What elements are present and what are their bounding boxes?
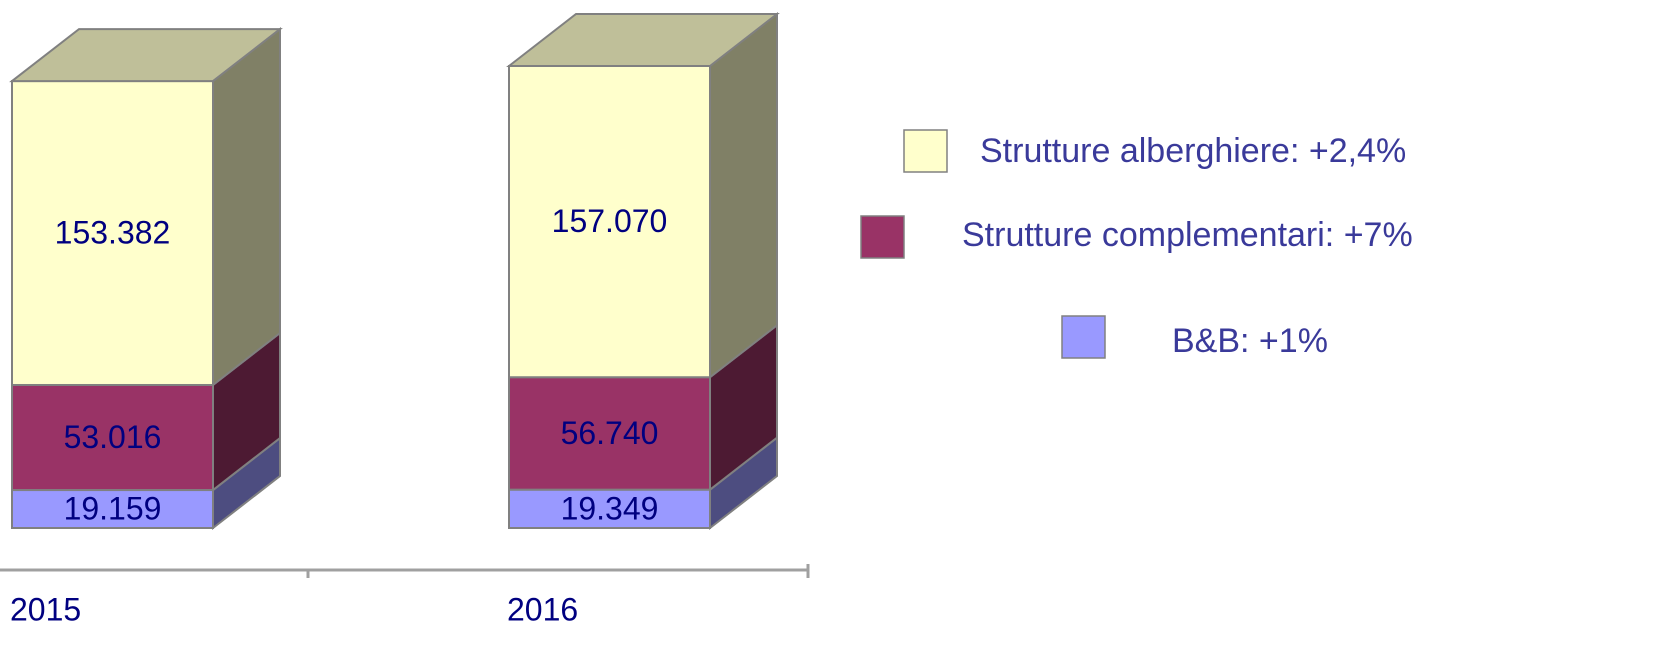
legend-swatch bbox=[1061, 315, 1106, 359]
bar-segment bbox=[508, 376, 711, 491]
legend-label: Strutture complementari: +7% bbox=[962, 216, 1413, 254]
bar-segment bbox=[11, 80, 214, 386]
bar-side bbox=[212, 27, 281, 388]
bar-top bbox=[9, 28, 283, 83]
x-tick-label: 2015 bbox=[10, 591, 81, 627]
x-tick-label: 2016 bbox=[507, 591, 578, 627]
value-label: 157.070 bbox=[552, 203, 668, 239]
bar-segment bbox=[508, 488, 711, 530]
value-label: 56.740 bbox=[561, 415, 659, 451]
legend-swatch bbox=[860, 215, 905, 259]
value-label: 153.382 bbox=[55, 214, 171, 250]
value-label: 19.349 bbox=[561, 490, 659, 526]
legend-swatch bbox=[903, 129, 948, 173]
value-label: 19.159 bbox=[64, 490, 162, 526]
legend-label: Strutture alberghiere: +2,4% bbox=[980, 132, 1406, 170]
bar-side bbox=[709, 11, 778, 380]
bar-segment bbox=[11, 489, 214, 529]
legend-label: B&B: +1% bbox=[1172, 322, 1328, 360]
bar-segment bbox=[508, 65, 711, 379]
bar-top bbox=[506, 13, 780, 67]
bar-segment bbox=[11, 383, 214, 492]
value-label: 53.016 bbox=[64, 419, 162, 455]
